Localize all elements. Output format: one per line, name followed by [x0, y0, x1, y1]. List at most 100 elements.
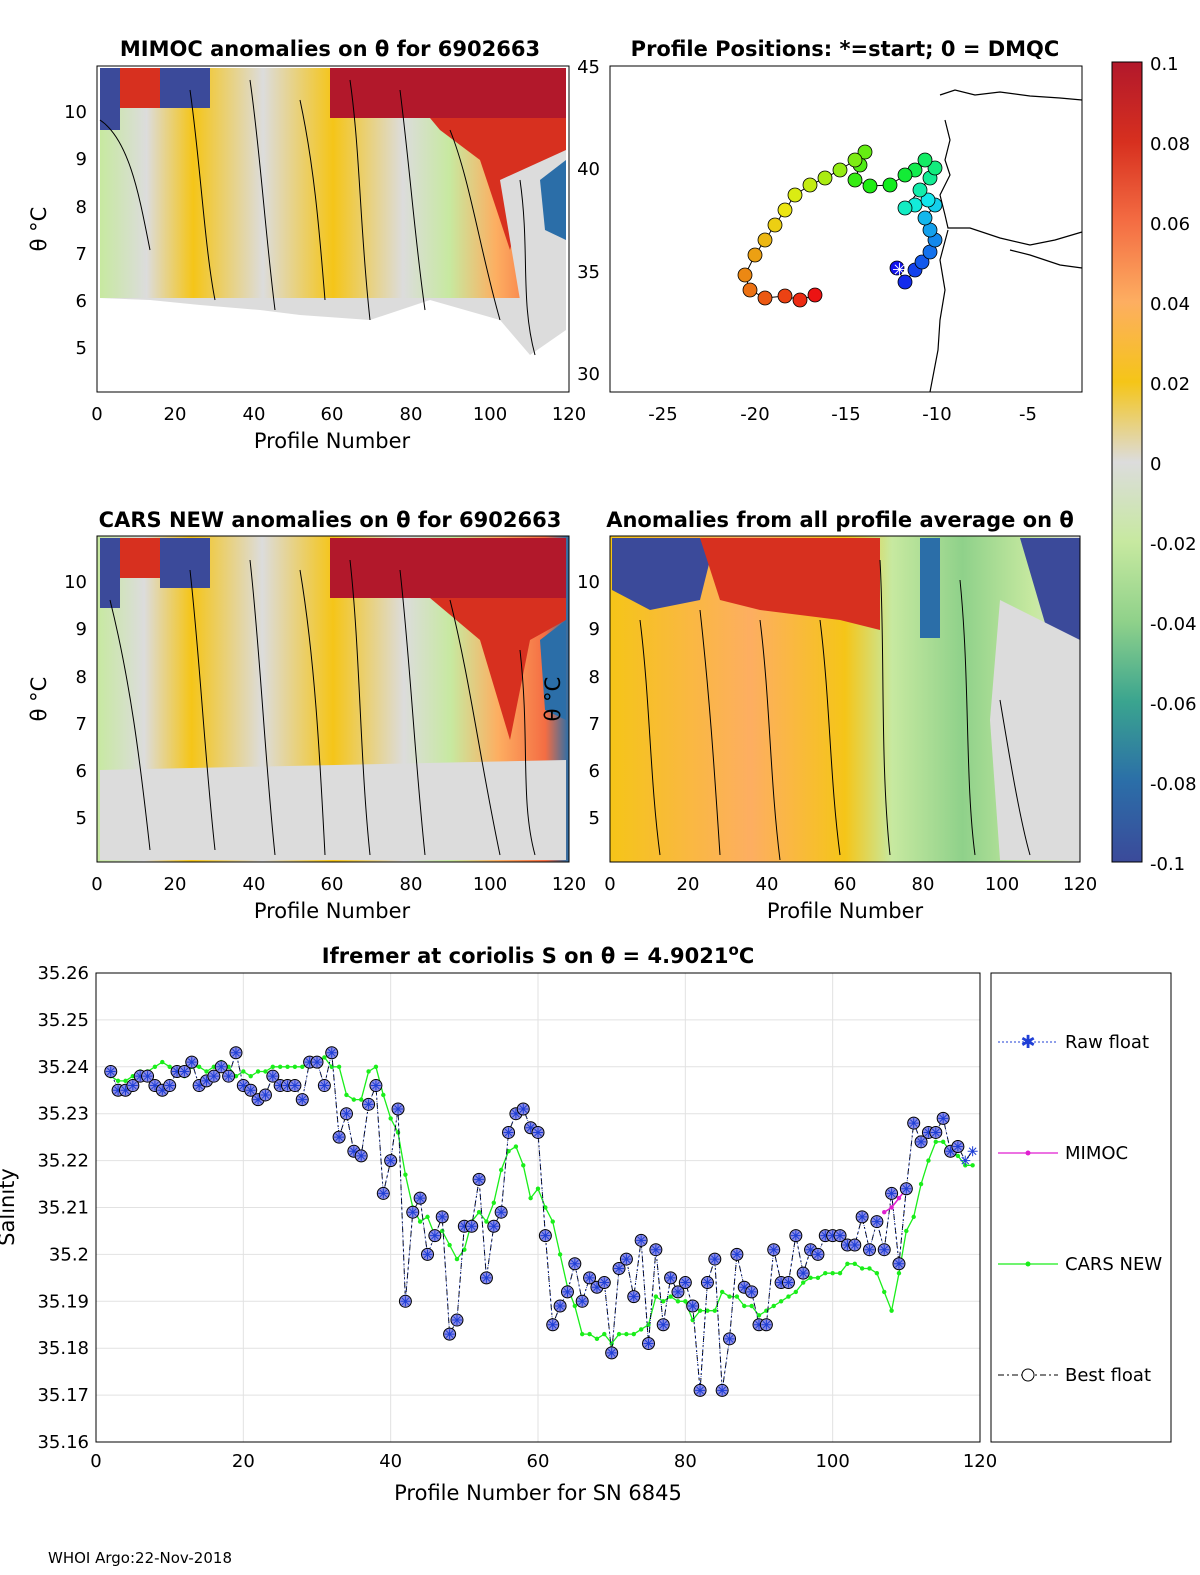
- best-point: [686, 1299, 700, 1313]
- best-point: [789, 1229, 803, 1243]
- best-point: [487, 1219, 501, 1233]
- cars-point: [572, 1303, 578, 1309]
- colorbar-tick: -0.04: [1150, 614, 1197, 635]
- salinity-ylabel: Salinity: [0, 1168, 19, 1246]
- raw-marker: [606, 1347, 617, 1358]
- profile-position: [847, 152, 863, 168]
- salinity-xticks: 0 20 40 60 80 100 120: [90, 1451, 997, 1472]
- raw-marker: [930, 1127, 941, 1138]
- cars-point: [292, 1064, 298, 1070]
- raw-marker: [665, 1272, 676, 1283]
- best-point: [185, 1055, 199, 1069]
- raw-marker: [805, 1244, 816, 1255]
- salinity-title: Ifremer at coriolis S on θ = 4.9021oC: [322, 941, 754, 968]
- best-point: [907, 1116, 921, 1130]
- best-point: [376, 1186, 390, 1200]
- profile-position: [817, 170, 833, 186]
- cars-point: [123, 1078, 128, 1084]
- y-tick-label: 35.25: [37, 1010, 89, 1031]
- raw-marker: [879, 1244, 890, 1255]
- best-point: [413, 1191, 427, 1205]
- cars-point: [904, 1228, 909, 1234]
- dot-marker-icon: [1025, 1261, 1031, 1267]
- raw-marker: [908, 1118, 919, 1129]
- cars-point: [152, 1064, 158, 1070]
- avg-panel: Anomalies from all profile average on θ …: [541, 508, 1097, 923]
- cars-point: [727, 1294, 732, 1299]
- cars-point: [889, 1308, 894, 1313]
- cars-point: [506, 1149, 511, 1154]
- profile-position: [917, 210, 933, 226]
- profile-position: [802, 177, 818, 193]
- cars-point: [344, 1092, 349, 1098]
- mimoc-warm-tongue: [430, 118, 566, 250]
- raw-marker: [577, 1296, 588, 1307]
- tick-label: 120: [552, 404, 586, 425]
- best-point: [310, 1055, 324, 1069]
- cars-panel: CARS NEW anomalies on θ for 6902663 0 20…: [27, 508, 586, 923]
- profile-position: [862, 178, 878, 194]
- profile-position: [767, 217, 783, 233]
- mimoc-panel: MIMOC anomalies on θ for 6902663 0 20 40…: [27, 37, 586, 453]
- profile-position: [777, 202, 793, 218]
- raw-marker: [672, 1286, 683, 1297]
- x-tick-label: 20: [232, 1451, 255, 1472]
- cars-point: [852, 1261, 857, 1266]
- cars-point: [241, 1069, 246, 1074]
- cars-point: [749, 1303, 754, 1309]
- raw-marker: [172, 1066, 183, 1077]
- raw-marker: [525, 1122, 536, 1133]
- best-point: [258, 1088, 272, 1102]
- best-point: [362, 1097, 376, 1111]
- best-point: [759, 1318, 773, 1332]
- legend-label: MIMOC: [1065, 1143, 1128, 1164]
- best-point: [671, 1285, 685, 1299]
- best-point: [398, 1294, 412, 1308]
- best-point: [708, 1252, 722, 1266]
- avg-title: Anomalies from all profile average on θ: [606, 508, 1074, 532]
- raw-marker: [503, 1127, 514, 1138]
- mimoc-point: [882, 1209, 887, 1215]
- best-point: [465, 1219, 479, 1233]
- y-tick-label: 35.2: [49, 1244, 89, 1265]
- mimoc-ylabel: θ °C: [27, 207, 51, 252]
- cars-point: [602, 1331, 607, 1337]
- profile-position: [847, 172, 863, 188]
- raw-marker: [945, 1146, 956, 1157]
- best-point: [811, 1247, 825, 1261]
- raw-marker: [407, 1207, 418, 1218]
- cars-point: [476, 1209, 482, 1215]
- cars-point: [940, 1139, 946, 1145]
- raw-marker: [135, 1071, 146, 1082]
- raw-marker: [695, 1385, 706, 1396]
- raw-marker: [754, 1319, 764, 1330]
- tick-label: 40: [243, 874, 266, 895]
- cars-point: [675, 1299, 681, 1304]
- tick-label: 100: [473, 874, 507, 895]
- best-point: [877, 1243, 891, 1257]
- cars-point: [270, 1064, 275, 1070]
- profile-position: [917, 152, 933, 168]
- tick-label: 10: [577, 572, 600, 593]
- raw-marker: [459, 1221, 470, 1232]
- legend-label: Raw float: [1065, 1032, 1149, 1053]
- x-tick-label: 100: [815, 1451, 849, 1472]
- raw-marker: [275, 1080, 286, 1091]
- raw-marker: [304, 1057, 315, 1068]
- start-marker-icon: ✳: [892, 260, 907, 281]
- footer: WHOI Argo:22-Nov-2018: [48, 1549, 232, 1567]
- cars-point: [359, 1097, 364, 1102]
- tick-label: 80: [400, 874, 423, 895]
- best-point: [781, 1276, 795, 1290]
- best-point: [796, 1266, 810, 1280]
- cars-point: [550, 1219, 555, 1224]
- tick-label: 6: [589, 761, 600, 782]
- raw-marker: [356, 1150, 367, 1161]
- positions-yticks: 30 35 40 45: [577, 57, 600, 385]
- tick-label: 45: [577, 57, 600, 78]
- raw-marker: [393, 1104, 404, 1115]
- tick-label: 0: [91, 874, 102, 895]
- best-point: [892, 1257, 906, 1271]
- tick-label: 9: [76, 619, 87, 640]
- best-point: [384, 1154, 398, 1168]
